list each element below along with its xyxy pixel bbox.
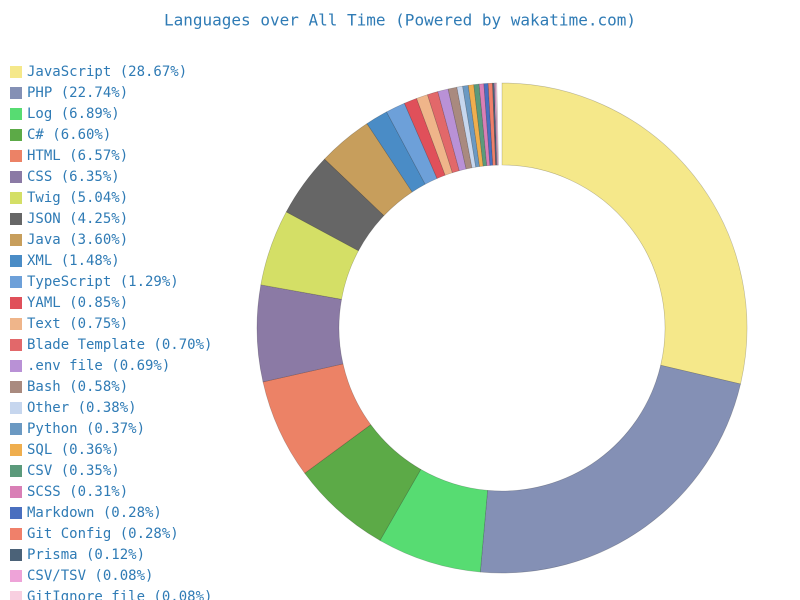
legend-label: Text (0.75%) — [27, 316, 128, 332]
legend-swatch — [10, 87, 22, 99]
legend-label: Prisma (0.12%) — [27, 547, 145, 563]
legend-swatch — [10, 150, 22, 162]
legend-swatch — [10, 297, 22, 309]
legend-swatch — [10, 318, 22, 330]
legend-swatch — [10, 360, 22, 372]
legend-label: Java (3.60%) — [27, 232, 128, 248]
legend-label: Bash (0.58%) — [27, 379, 128, 395]
slice — [416, 94, 453, 176]
legend-label: Git Config (0.28%) — [27, 526, 179, 542]
legend-label: JavaScript (28.67%) — [27, 64, 187, 80]
legend-swatch — [10, 276, 22, 288]
legend-swatch — [10, 381, 22, 393]
slice — [262, 363, 372, 474]
legend-label: C# (6.60%) — [27, 127, 111, 143]
legend-label: SQL (0.36%) — [27, 442, 120, 458]
legend-label: Twig (5.04%) — [27, 190, 128, 206]
legend-swatch — [10, 507, 22, 519]
legend-swatch — [10, 486, 22, 498]
legend-label: SCSS (0.31%) — [27, 484, 128, 500]
legend-swatch — [10, 402, 22, 414]
legend-swatch — [10, 108, 22, 120]
legend-swatch — [10, 528, 22, 540]
legend-label: .env file (0.69%) — [27, 358, 170, 374]
slice — [456, 85, 477, 169]
legend-label: CSV/TSV (0.08%) — [27, 568, 153, 584]
chart-title: Languages over All Time (Powered by waka… — [164, 11, 636, 30]
slice — [493, 82, 499, 166]
slice — [366, 111, 426, 193]
legend-label: XML (1.48%) — [27, 253, 120, 269]
slice — [437, 88, 467, 172]
slice — [492, 82, 498, 166]
legend-swatch — [10, 192, 22, 204]
legend-swatch — [10, 444, 22, 456]
legend-label: Log (6.89%) — [27, 106, 120, 122]
slice — [487, 82, 496, 166]
legend-swatch — [10, 66, 22, 78]
legend-label: Python (0.37%) — [27, 421, 145, 437]
slice — [501, 82, 748, 385]
legend-swatch — [10, 129, 22, 141]
legend-swatch — [10, 591, 22, 600]
legend-label: Markdown (0.28%) — [27, 505, 162, 521]
legend-swatch — [10, 339, 22, 351]
slice — [478, 83, 491, 167]
slice — [483, 83, 494, 166]
slice — [379, 468, 488, 573]
legend-label: JSON (4.25%) — [27, 211, 128, 227]
legend-label: CSS (6.35%) — [27, 169, 120, 185]
legend-swatch — [10, 465, 22, 477]
slice — [304, 424, 422, 541]
legend-swatch — [10, 570, 22, 582]
legend-label: HTML (6.57%) — [27, 148, 128, 164]
legend-label: YAML (0.85%) — [27, 295, 128, 311]
slice — [467, 84, 484, 167]
slice — [462, 84, 480, 168]
slice — [256, 284, 344, 383]
legend-label: Blade Template (0.70%) — [27, 337, 212, 353]
slice — [404, 97, 446, 179]
slice — [473, 83, 488, 167]
legend-label: GitIgnore file (0.08%) — [27, 589, 212, 600]
legend-swatch — [10, 549, 22, 561]
slice — [427, 91, 460, 174]
slice — [495, 82, 499, 166]
legend-swatch — [10, 234, 22, 246]
legend-label: CSV (0.35%) — [27, 463, 120, 479]
legend-swatch — [10, 213, 22, 225]
slice — [324, 123, 413, 217]
legend-label: TypeScript (1.29%) — [27, 274, 179, 290]
slice — [479, 364, 741, 574]
legend-swatch — [10, 171, 22, 183]
slice — [285, 158, 385, 252]
legend-label: Other (0.38%) — [27, 400, 137, 416]
legend-swatch — [10, 423, 22, 435]
legend-label: PHP (22.74%) — [27, 85, 128, 101]
legend-swatch — [10, 255, 22, 267]
